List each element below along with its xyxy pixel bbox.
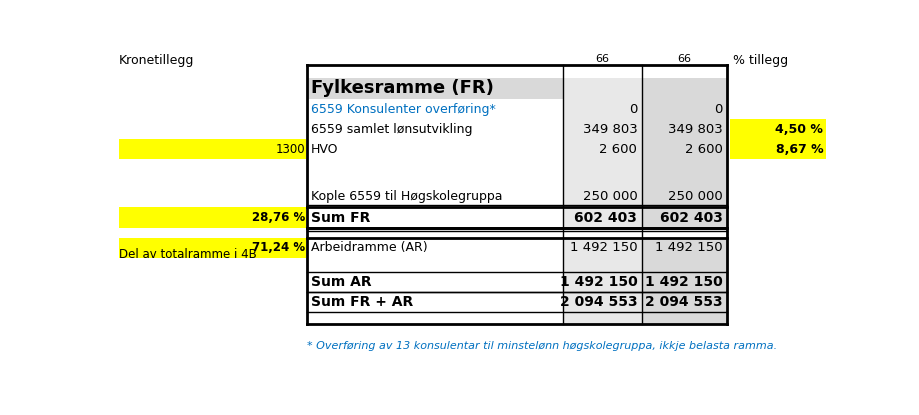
Bar: [562, 139, 641, 159]
Bar: [562, 119, 641, 139]
Text: 349 803: 349 803: [667, 122, 721, 136]
Bar: [641, 139, 726, 159]
Text: HVO: HVO: [311, 143, 338, 156]
Bar: [641, 187, 726, 207]
Bar: [729, 119, 825, 139]
Bar: [562, 238, 641, 258]
Bar: [641, 292, 726, 312]
Text: Arbeidramme (AR): Arbeidramme (AR): [311, 241, 427, 254]
Text: 1 492 150: 1 492 150: [644, 275, 721, 288]
Text: 2 600: 2 600: [599, 143, 637, 156]
Bar: [641, 159, 726, 173]
Bar: [641, 119, 726, 139]
Text: 6559 Konsulenter overføring*: 6559 Konsulenter overføring*: [311, 103, 495, 116]
Text: 0: 0: [629, 103, 637, 116]
Text: 602 403: 602 403: [573, 211, 637, 225]
Bar: [562, 78, 641, 99]
Bar: [562, 173, 641, 187]
Text: 8,67 %: 8,67 %: [775, 143, 823, 156]
Text: 2 094 553: 2 094 553: [644, 295, 721, 309]
Text: Del av totalramme i 4B: Del av totalramme i 4B: [119, 248, 256, 261]
Bar: [641, 312, 726, 324]
Bar: [562, 271, 641, 292]
Text: * Overføring av 13 konsulentar til minstelønn høgskolegruppa, ikkje belasta ramm: * Overføring av 13 konsulentar til minst…: [307, 341, 777, 351]
Bar: [641, 173, 726, 187]
Text: 1 492 150: 1 492 150: [654, 241, 721, 254]
Bar: [119, 207, 306, 228]
Text: 250 000: 250 000: [582, 190, 637, 203]
Bar: [641, 238, 726, 258]
Bar: [562, 258, 641, 271]
Bar: [562, 99, 641, 119]
Text: 602 403: 602 403: [659, 211, 721, 225]
Bar: [641, 99, 726, 119]
Text: 1 492 150: 1 492 150: [569, 241, 637, 254]
Bar: [729, 139, 825, 159]
Bar: [641, 207, 726, 228]
Text: Fylkesramme (FR): Fylkesramme (FR): [311, 79, 494, 97]
Text: 1 492 150: 1 492 150: [559, 275, 637, 288]
Text: Sum AR: Sum AR: [311, 275, 371, 288]
Text: Kronetillegg: Kronetillegg: [119, 54, 194, 67]
Text: Kople 6559 til Høgskolegruppa: Kople 6559 til Høgskolegruppa: [311, 190, 502, 203]
Bar: [307, 78, 562, 99]
Text: 0: 0: [713, 103, 721, 116]
Bar: [641, 258, 726, 271]
Bar: [562, 159, 641, 173]
Text: 2 600: 2 600: [684, 143, 721, 156]
Bar: [562, 207, 641, 228]
Text: % tillegg: % tillegg: [732, 54, 787, 67]
Text: 66: 66: [595, 54, 608, 64]
Text: 250 000: 250 000: [667, 190, 721, 203]
Bar: [119, 238, 306, 258]
Text: 71,24 %: 71,24 %: [252, 241, 304, 254]
Text: 349 803: 349 803: [582, 122, 637, 136]
Bar: [562, 187, 641, 207]
Bar: [641, 271, 726, 292]
Text: 6559 samlet lønsutvikling: 6559 samlet lønsutvikling: [311, 122, 472, 136]
Bar: [119, 139, 306, 159]
Bar: [562, 292, 641, 312]
Text: 2 094 553: 2 094 553: [559, 295, 637, 309]
Text: 66: 66: [677, 54, 691, 64]
Text: Sum FR: Sum FR: [311, 211, 370, 225]
Bar: [562, 312, 641, 324]
Text: 4,50 %: 4,50 %: [775, 122, 823, 136]
Bar: [641, 78, 726, 99]
Text: 1300: 1300: [275, 143, 304, 156]
Text: Sum FR + AR: Sum FR + AR: [311, 295, 413, 309]
Text: 28,76 %: 28,76 %: [252, 211, 304, 224]
